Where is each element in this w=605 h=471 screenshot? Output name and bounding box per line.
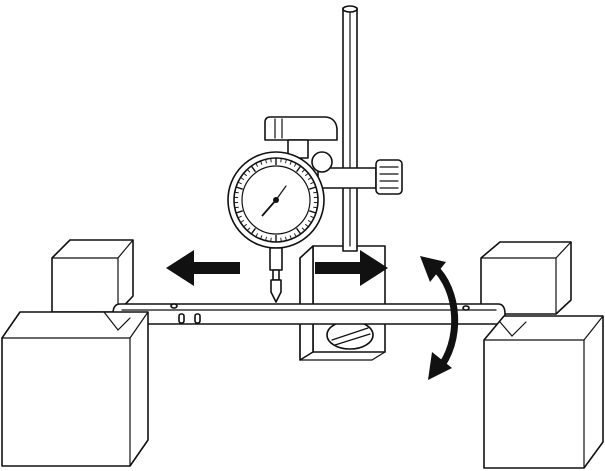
dial-tick	[243, 223, 248, 228]
dial-tick	[246, 169, 251, 173]
dial-tick	[280, 158, 282, 163]
base-thumbscrew	[326, 320, 374, 350]
dial-tick	[313, 191, 318, 194]
dial-tick	[285, 236, 287, 241]
dial-tick	[270, 237, 272, 242]
dial-tick	[307, 177, 312, 181]
dial-indicator	[227, 151, 325, 303]
dial-tick	[301, 169, 306, 173]
v-block-back-left	[51, 239, 134, 313]
dial-tick	[285, 159, 287, 164]
dial-tick	[235, 186, 243, 190]
stand-post	[342, 5, 358, 252]
dial-tick	[309, 186, 317, 190]
dial-tick	[246, 227, 251, 231]
dial-tick	[296, 165, 302, 173]
arrow-left-icon	[166, 250, 240, 286]
dial-tick	[310, 215, 315, 219]
rotate-both-ways-icon	[420, 256, 459, 380]
dial-tick	[260, 160, 263, 165]
dial-needle	[261, 199, 277, 217]
dial-tick	[260, 235, 263, 240]
dial-tick	[304, 223, 309, 228]
dial-tick	[304, 172, 309, 177]
dial-tick	[296, 227, 302, 235]
dial-scale	[234, 158, 318, 242]
dial-tick	[240, 177, 245, 181]
dial-tick	[270, 158, 272, 163]
dial-tick	[265, 159, 267, 164]
dial-tick	[237, 215, 242, 219]
dial-tick	[265, 236, 267, 241]
dial-tick	[289, 235, 292, 240]
shaft	[112, 303, 506, 325]
v-block-front-right	[483, 315, 604, 469]
dial-tick	[240, 219, 245, 223]
dial-tick	[313, 206, 318, 209]
dial-tick	[255, 233, 259, 238]
dial-tick	[234, 206, 239, 209]
dial-tick	[289, 160, 292, 165]
dial-tick	[235, 210, 243, 214]
dial-tick	[243, 172, 248, 177]
indicator-clamp	[264, 116, 403, 195]
dial-tick	[280, 237, 282, 242]
dial-tick	[293, 162, 297, 167]
dial-tick	[234, 191, 239, 194]
dial-tick	[250, 227, 256, 235]
arrow-right-icon	[315, 250, 388, 286]
dial-tick	[237, 181, 242, 185]
dial-tick	[309, 210, 317, 214]
dial-tick	[307, 219, 312, 223]
dial-tick	[310, 181, 315, 185]
dial-tick	[293, 233, 297, 238]
dial-tick	[255, 162, 259, 167]
dial-tick	[250, 165, 256, 173]
v-block-front-left	[1, 311, 149, 467]
dial-tick	[301, 227, 306, 231]
